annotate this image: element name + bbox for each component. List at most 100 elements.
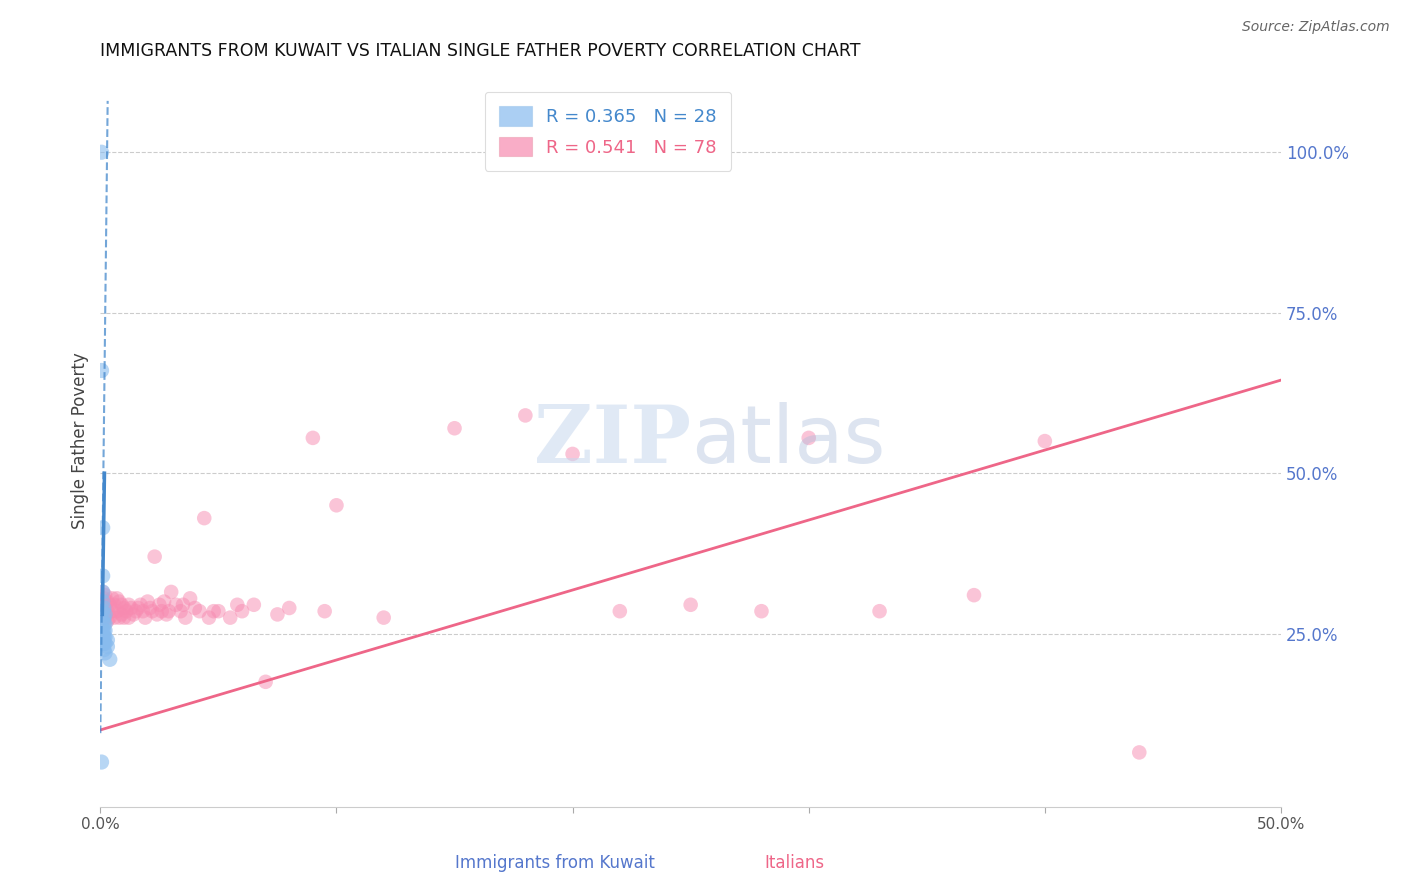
Point xyxy=(112,601,135,615)
Point xyxy=(314,604,336,618)
Point xyxy=(94,636,117,650)
Point xyxy=(146,607,169,622)
Point xyxy=(91,585,114,599)
Point xyxy=(561,447,583,461)
Point xyxy=(93,604,115,618)
Point xyxy=(219,610,242,624)
Point xyxy=(136,594,159,608)
Point xyxy=(105,591,128,606)
Point xyxy=(98,610,121,624)
Point xyxy=(179,591,201,606)
Point xyxy=(127,601,149,615)
Point xyxy=(93,601,115,615)
Point xyxy=(91,594,114,608)
Point xyxy=(90,145,112,160)
Text: atlas: atlas xyxy=(690,402,884,480)
Point xyxy=(202,604,225,618)
Point xyxy=(207,604,229,618)
Y-axis label: Single Father Poverty: Single Father Poverty xyxy=(72,352,89,530)
Point xyxy=(94,617,117,632)
Point xyxy=(302,431,325,445)
Point xyxy=(96,604,118,618)
Point xyxy=(94,588,117,602)
Point xyxy=(96,594,118,608)
Point xyxy=(122,607,145,622)
Point xyxy=(110,598,132,612)
Point xyxy=(1033,434,1056,448)
Point xyxy=(93,630,115,644)
Text: Italians: Italians xyxy=(765,855,824,872)
Point xyxy=(94,630,117,644)
Point xyxy=(108,610,131,624)
Point xyxy=(93,636,115,650)
Point xyxy=(103,598,125,612)
Point xyxy=(165,598,187,612)
Point xyxy=(155,607,177,622)
Point xyxy=(98,652,121,666)
Point xyxy=(91,636,114,650)
Point xyxy=(98,598,121,612)
Point xyxy=(254,674,277,689)
Point xyxy=(91,614,114,628)
Point xyxy=(110,607,132,622)
Point xyxy=(118,610,141,624)
Point xyxy=(93,642,115,657)
Point xyxy=(963,588,986,602)
Point xyxy=(797,431,820,445)
Point xyxy=(150,604,173,618)
Point xyxy=(93,591,115,606)
Point xyxy=(869,604,891,618)
Text: IMMIGRANTS FROM KUWAIT VS ITALIAN SINGLE FATHER POVERTY CORRELATION CHART: IMMIGRANTS FROM KUWAIT VS ITALIAN SINGLE… xyxy=(100,42,860,60)
Point xyxy=(90,363,112,377)
Point xyxy=(101,604,124,618)
Point xyxy=(226,598,249,612)
Point xyxy=(94,610,117,624)
Text: Source: ZipAtlas.com: Source: ZipAtlas.com xyxy=(1241,20,1389,34)
Point xyxy=(243,598,266,612)
Point xyxy=(188,604,211,618)
Point xyxy=(105,604,128,618)
Point xyxy=(91,630,114,644)
Point xyxy=(172,598,194,612)
Point xyxy=(96,614,118,628)
Point xyxy=(120,601,142,615)
Point xyxy=(193,511,215,525)
Legend: R = 0.365   N = 28, R = 0.541   N = 78: R = 0.365 N = 28, R = 0.541 N = 78 xyxy=(485,92,731,171)
Point xyxy=(143,549,166,564)
Point xyxy=(91,624,114,638)
Point xyxy=(94,598,117,612)
Point xyxy=(139,601,162,615)
Point xyxy=(141,604,163,618)
Point xyxy=(90,755,112,769)
Point xyxy=(91,585,114,599)
Point xyxy=(184,601,207,615)
Point xyxy=(751,604,773,618)
Text: ZIP: ZIP xyxy=(534,402,690,480)
Point xyxy=(91,598,114,612)
Point xyxy=(174,610,197,624)
Point xyxy=(91,521,114,535)
Point xyxy=(96,633,118,648)
Point xyxy=(169,604,191,618)
Point xyxy=(112,610,135,624)
Point xyxy=(125,604,148,618)
Point xyxy=(94,624,117,638)
Point xyxy=(278,601,301,615)
Point xyxy=(93,617,115,632)
Point xyxy=(325,498,347,512)
Point xyxy=(93,610,115,624)
Point xyxy=(1128,746,1150,760)
Point xyxy=(91,604,114,618)
Point xyxy=(148,598,170,612)
Point xyxy=(94,607,117,622)
Point xyxy=(108,594,131,608)
Point xyxy=(93,624,115,638)
Point xyxy=(231,604,253,618)
Text: Immigrants from Kuwait: Immigrants from Kuwait xyxy=(456,855,655,872)
Point xyxy=(157,604,180,618)
Point xyxy=(443,421,465,435)
Point xyxy=(679,598,702,612)
Point xyxy=(373,610,395,624)
Point xyxy=(153,594,176,608)
Point xyxy=(118,598,141,612)
